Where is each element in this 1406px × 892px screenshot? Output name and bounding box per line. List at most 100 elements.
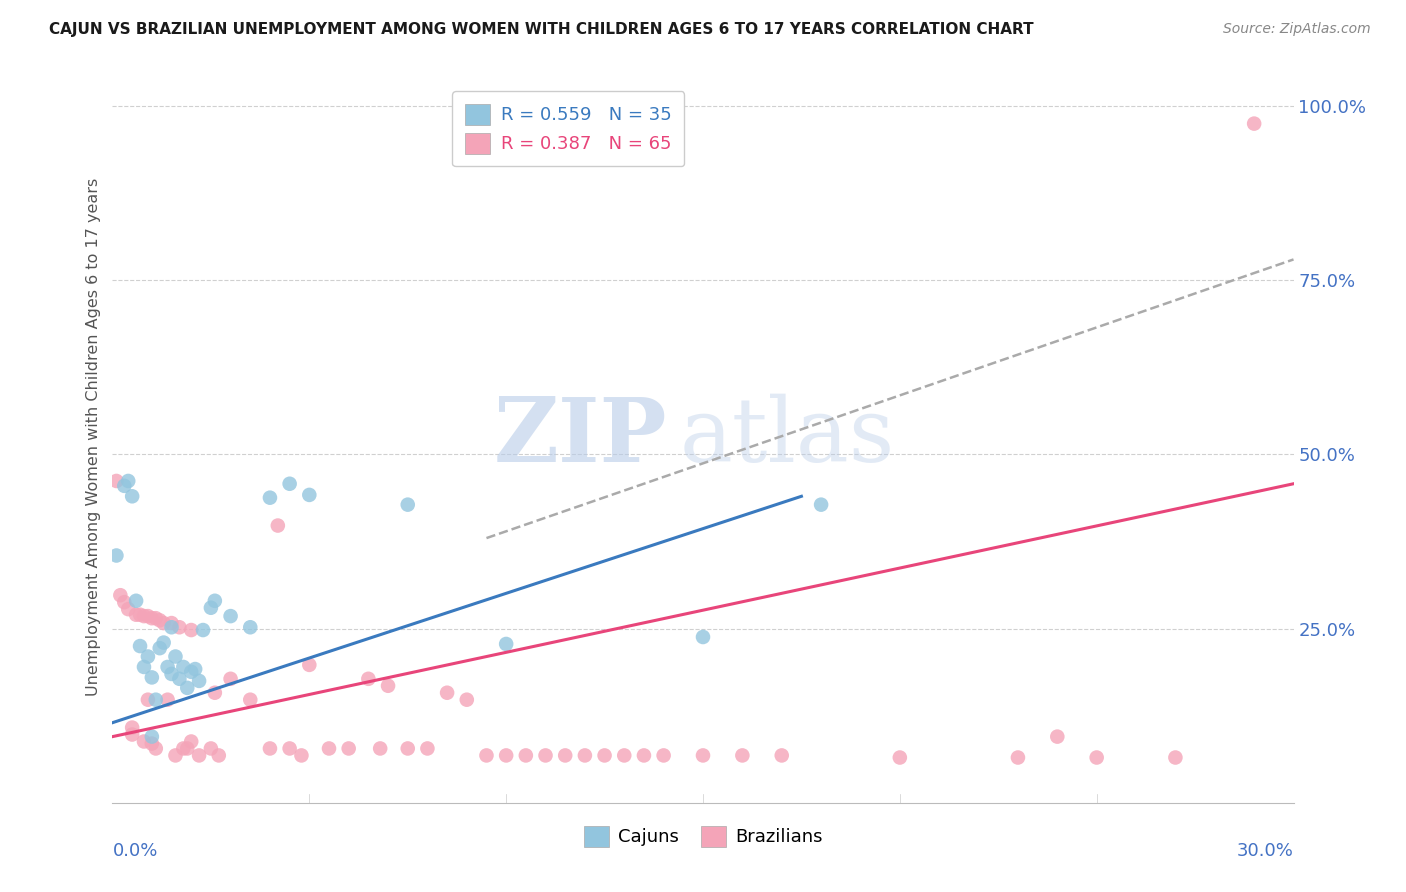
Text: atlas: atlas xyxy=(679,393,894,481)
Point xyxy=(534,748,557,763)
Text: CAJUN VS BRAZILIAN UNEMPLOYMENT AMONG WOMEN WITH CHILDREN AGES 6 TO 17 YEARS COR: CAJUN VS BRAZILIAN UNEMPLOYMENT AMONG WO… xyxy=(49,22,1033,37)
Point xyxy=(112,479,135,493)
Point xyxy=(357,672,380,686)
Point xyxy=(141,670,163,684)
Point xyxy=(136,609,159,624)
Point xyxy=(495,637,517,651)
Y-axis label: Unemployment Among Women with Children Ages 6 to 17 years: Unemployment Among Women with Children A… xyxy=(86,178,101,696)
Point xyxy=(121,727,143,741)
Point xyxy=(200,600,222,615)
Point xyxy=(456,692,478,706)
Point xyxy=(1164,750,1187,764)
Point xyxy=(152,635,174,649)
Point xyxy=(125,607,148,622)
Point xyxy=(141,611,163,625)
Point xyxy=(208,748,231,763)
Point xyxy=(121,489,143,503)
Point xyxy=(141,730,163,744)
Point xyxy=(132,660,155,674)
Point xyxy=(105,549,128,563)
Point xyxy=(191,623,214,637)
Point xyxy=(1243,117,1265,131)
Point xyxy=(141,737,163,751)
Point xyxy=(1007,750,1029,764)
Point xyxy=(204,686,226,700)
Point xyxy=(136,649,159,664)
Point xyxy=(117,474,139,488)
Text: Source: ZipAtlas.com: Source: ZipAtlas.com xyxy=(1223,22,1371,37)
Point xyxy=(574,748,596,763)
Point xyxy=(180,665,202,679)
Point xyxy=(515,748,537,763)
Point xyxy=(176,681,198,695)
Legend: Cajuns, Brazilians: Cajuns, Brazilians xyxy=(575,817,831,856)
Point xyxy=(475,748,498,763)
Point xyxy=(145,692,167,706)
Point xyxy=(1085,750,1108,764)
Point xyxy=(172,741,194,756)
Point xyxy=(117,602,139,616)
Point xyxy=(495,748,517,763)
Point xyxy=(889,750,911,764)
Point xyxy=(318,741,340,756)
Point xyxy=(136,692,159,706)
Point xyxy=(149,613,172,627)
Point xyxy=(770,748,793,763)
Point xyxy=(156,692,179,706)
Point xyxy=(169,620,191,634)
Point xyxy=(176,741,198,756)
Point xyxy=(132,609,155,624)
Point xyxy=(1046,730,1069,744)
Point xyxy=(149,641,172,656)
Point xyxy=(396,741,419,756)
Point xyxy=(436,686,458,700)
Point xyxy=(219,609,242,624)
Point xyxy=(160,616,183,631)
Point xyxy=(416,741,439,756)
Point xyxy=(184,662,207,676)
Point xyxy=(188,748,211,763)
Point xyxy=(219,672,242,686)
Point xyxy=(593,748,616,763)
Point xyxy=(105,474,128,488)
Point xyxy=(731,748,754,763)
Point xyxy=(259,491,281,505)
Point xyxy=(692,630,714,644)
Text: 0.0%: 0.0% xyxy=(112,842,157,860)
Point xyxy=(112,595,135,609)
Point xyxy=(132,734,155,748)
Point xyxy=(396,498,419,512)
Point xyxy=(652,748,675,763)
Point xyxy=(129,639,152,653)
Point xyxy=(337,741,360,756)
Point xyxy=(692,748,714,763)
Point xyxy=(278,741,301,756)
Point xyxy=(152,616,174,631)
Point xyxy=(633,748,655,763)
Text: 30.0%: 30.0% xyxy=(1237,842,1294,860)
Point xyxy=(239,692,262,706)
Point xyxy=(180,623,202,637)
Point xyxy=(145,611,167,625)
Point xyxy=(121,721,143,735)
Point xyxy=(298,657,321,672)
Text: ZIP: ZIP xyxy=(494,393,668,481)
Point xyxy=(180,734,202,748)
Point xyxy=(188,673,211,688)
Point xyxy=(200,741,222,756)
Point xyxy=(160,667,183,681)
Point xyxy=(125,594,148,608)
Point xyxy=(145,741,167,756)
Point xyxy=(239,620,262,634)
Point xyxy=(290,748,312,763)
Point xyxy=(160,620,183,634)
Point xyxy=(204,594,226,608)
Point xyxy=(267,518,290,533)
Point xyxy=(110,588,132,602)
Point xyxy=(554,748,576,763)
Point xyxy=(259,741,281,756)
Point xyxy=(377,679,399,693)
Point xyxy=(278,476,301,491)
Point xyxy=(156,660,179,674)
Point xyxy=(613,748,636,763)
